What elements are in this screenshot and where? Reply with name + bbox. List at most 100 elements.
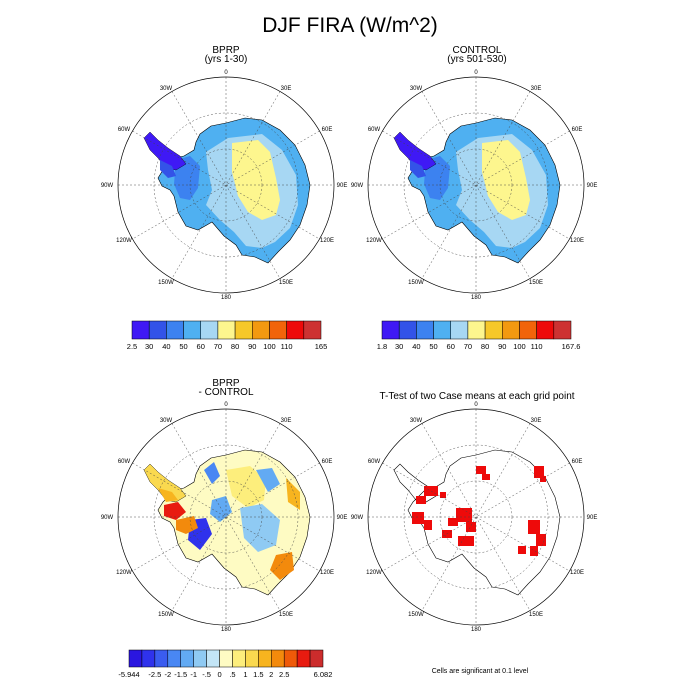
colorbar-box	[553, 320, 572, 340]
colorbar-box	[269, 320, 287, 340]
colorbar-box	[234, 320, 253, 340]
field-region-positive-strong	[164, 502, 186, 520]
map-grid	[118, 77, 334, 293]
map-panel-control: 0 30E 60E 90E 120E 150E 180 150W 120W 90…	[351, 70, 598, 301]
significant-cell	[448, 518, 458, 526]
significant-cell	[536, 534, 546, 546]
colorbar-label: 60	[197, 342, 205, 351]
colorbar-label: 6.082	[314, 670, 333, 679]
panel-title-diff: BPRP - CONTROL	[176, 379, 276, 398]
meridian-label: 150W	[408, 280, 424, 286]
colorbar-label: 100	[513, 342, 526, 351]
meridian-label: 120W	[116, 570, 132, 576]
colorbar-box	[206, 649, 220, 668]
meridian-label: 150W	[158, 612, 174, 618]
colorbar-label: -1	[190, 670, 197, 679]
significant-cell	[530, 546, 538, 556]
colorbar-label: 110	[281, 342, 293, 351]
panel-title-main: CONTROL	[452, 45, 502, 56]
meridian-label: 60E	[322, 127, 333, 133]
colorbar-box	[283, 649, 298, 668]
colorbar-box	[219, 649, 233, 668]
page-title: DJF FIRA (W/m^2)	[262, 14, 438, 37]
meridian-labels: 0 30E 60E 90E 120E 150E 180 150W 120W 90…	[351, 70, 598, 301]
colorbar-box	[258, 649, 272, 668]
colorbar-label: 167.6	[562, 342, 581, 351]
significant-cell	[482, 474, 490, 480]
meridian-label: 60E	[322, 459, 333, 465]
meridian-label: 30W	[160, 86, 173, 92]
meridian-label: 90E	[587, 183, 598, 189]
panel-title-main: BPRP	[212, 45, 240, 56]
colorbar-label: 2.5	[127, 342, 137, 351]
significant-cell	[458, 536, 474, 546]
map-panel-ttest: 0 30E 60E 90E 120E 150E 180 150W 120W 90…	[351, 402, 598, 633]
antarctica-field	[143, 449, 311, 596]
colorbar-box	[217, 320, 236, 340]
panel-subtitle: (yrs 501-530)	[447, 54, 507, 65]
colorbar-bprp: 2.5 30 40 50 60 70 80 90 100 110 165	[127, 320, 327, 351]
field-region-positive-mid	[176, 516, 198, 534]
colorbar-control: 1.8 30 40 50 60 70 80 90 100 110 167.6	[377, 320, 581, 351]
colorbar-box	[450, 320, 469, 340]
colorbar-label: 40	[162, 342, 170, 351]
meridian-label: 30W	[160, 418, 173, 424]
panel-title-control: CONTROL (yrs 501-530)	[427, 45, 527, 65]
significant-cell	[424, 520, 432, 530]
colorbar-box	[286, 320, 305, 340]
peninsula-field	[143, 463, 187, 503]
colorbar-box	[180, 649, 194, 668]
field-region-negative-mid	[210, 496, 232, 522]
meridian-label: 60W	[118, 459, 131, 465]
colorbar-box	[128, 649, 143, 668]
meridian-label: 30E	[281, 86, 292, 92]
colorbar-label: 70	[464, 342, 472, 351]
colorbar-label: 30	[145, 342, 153, 351]
colorbar-label: 1	[243, 670, 247, 679]
map-boundary	[117, 76, 335, 294]
map-boundary	[117, 408, 335, 626]
meridian-label: 60E	[572, 127, 583, 133]
map-panel-bprp: 0 30E 60E 90E 120E 150E 180 150W 120W 90…	[101, 70, 348, 301]
colorbar-label: 90	[498, 342, 506, 351]
meridian-label: 30E	[531, 86, 542, 92]
meridian-label: 90E	[587, 515, 598, 521]
map-grid	[118, 409, 334, 625]
colorbar-box	[166, 320, 184, 340]
colorbar-box	[309, 649, 324, 668]
colorbar-label: 30	[395, 342, 403, 351]
meridian-label: 90W	[101, 515, 114, 521]
antarctica-field	[143, 117, 311, 264]
meridian-label: 150E	[529, 280, 543, 286]
colorbar-box	[148, 320, 167, 340]
colorbar-box	[303, 320, 322, 340]
meridian-label: 120W	[366, 238, 382, 244]
meridian-label: 60W	[368, 127, 381, 133]
colorbar-box	[245, 649, 259, 668]
meridian-label: 120E	[570, 238, 584, 244]
colorbar-label: 80	[231, 342, 239, 351]
colorbar-label: -2	[164, 670, 171, 679]
field-region-negative-small	[240, 504, 280, 552]
meridian-label: 90E	[337, 183, 348, 189]
colorbar-label: 90	[248, 342, 256, 351]
colorbar-difference: -5.944 -2.5 -2 -1.5 -1 -.5 0 .5 1 1.5 2 2.5 6.082	[118, 649, 333, 679]
map-grid	[368, 77, 584, 293]
meridian-label: 90W	[351, 515, 364, 521]
meridian-label: 60W	[368, 459, 381, 465]
meridian-label: 30E	[531, 418, 542, 424]
significance-field	[393, 449, 561, 596]
field-region-negative-mid	[204, 462, 220, 484]
colorbar-box	[467, 320, 486, 340]
panel-title-ttest: T-Test of two Case means at each grid po…	[357, 392, 597, 402]
colorbar-label: -.5	[202, 670, 211, 679]
panel-subtitle: - CONTROL	[198, 387, 254, 398]
field-region-positive-mid	[158, 488, 178, 502]
colorbar-box	[154, 649, 169, 668]
meridian-label: 120E	[320, 238, 334, 244]
colorbar-box	[433, 320, 451, 340]
meridian-labels: 0 30E 60E 90E 120E 150E 180 150W 120W 90…	[101, 402, 348, 633]
colorbar-label: 110	[531, 342, 543, 351]
antarctica-field	[393, 117, 561, 264]
